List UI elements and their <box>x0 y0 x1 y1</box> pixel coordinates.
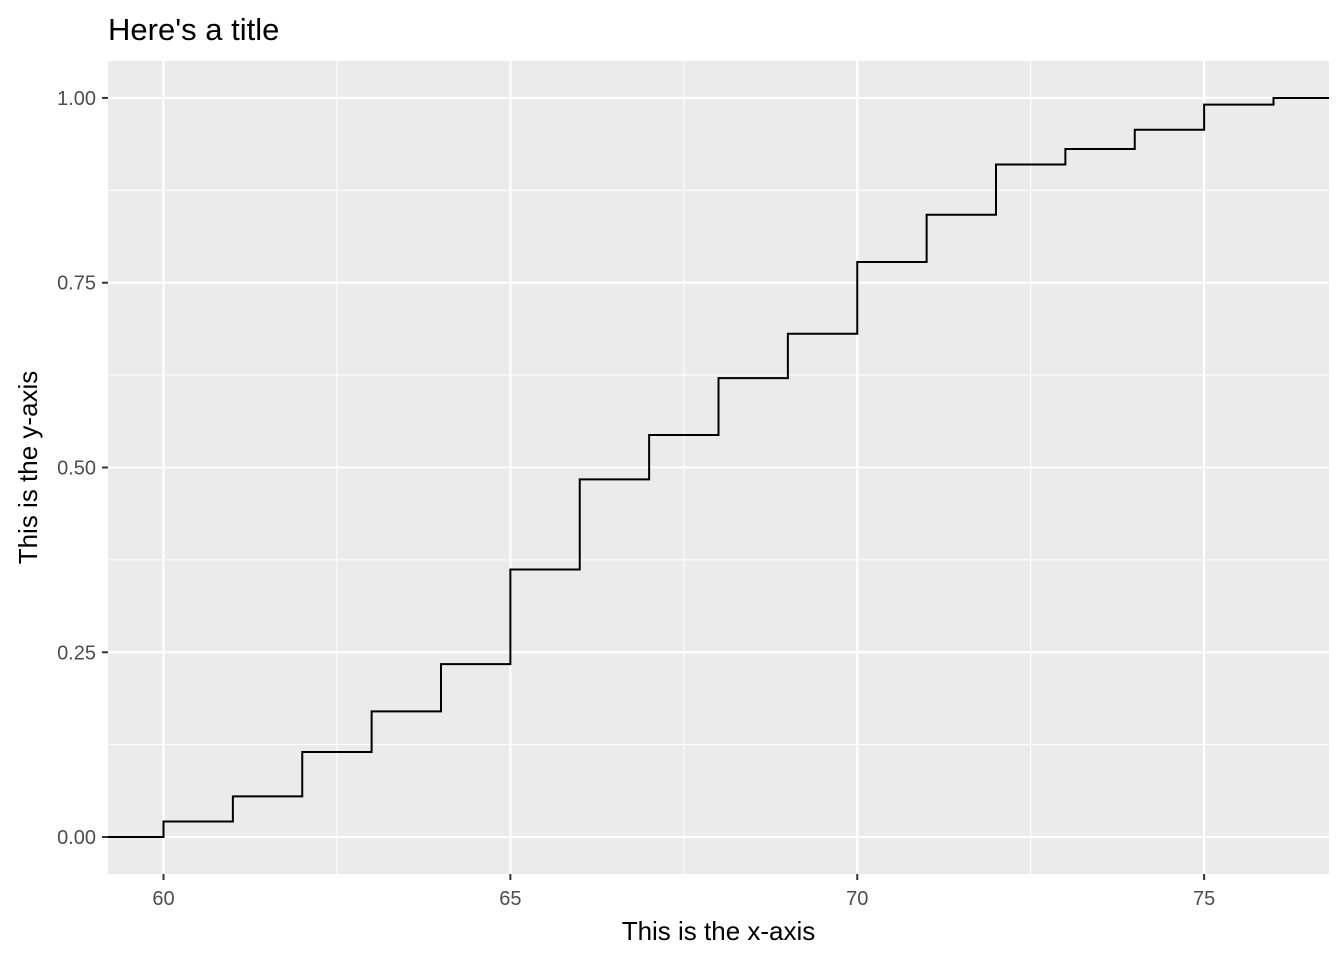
ecdf-step-line <box>108 96 1329 839</box>
y-axis-ticks: 0.00 0.25 0.50 0.75 1.00 <box>57 88 108 849</box>
x-axis-title: This is the x-axis <box>622 916 816 946</box>
x-axis-ticks: 60 65 70 75 <box>152 874 1215 910</box>
y-tick-label-4: 1.00 <box>57 88 96 110</box>
y-tick-label-0: 0.00 <box>57 827 96 849</box>
x-tick-label-3: 75 <box>1193 888 1215 910</box>
y-axis-title: This is the y-axis <box>13 371 43 565</box>
major-gridlines <box>108 61 1329 874</box>
y-tick-label-1: 0.25 <box>57 642 96 664</box>
x-tick-label-1: 65 <box>499 888 521 910</box>
x-tick-label-0: 60 <box>152 888 174 910</box>
x-tick-label-2: 70 <box>846 888 868 910</box>
y-tick-label-3: 0.75 <box>57 273 96 295</box>
chart-title: Here's a title <box>108 12 279 47</box>
y-tick-label-2: 0.50 <box>57 458 96 480</box>
